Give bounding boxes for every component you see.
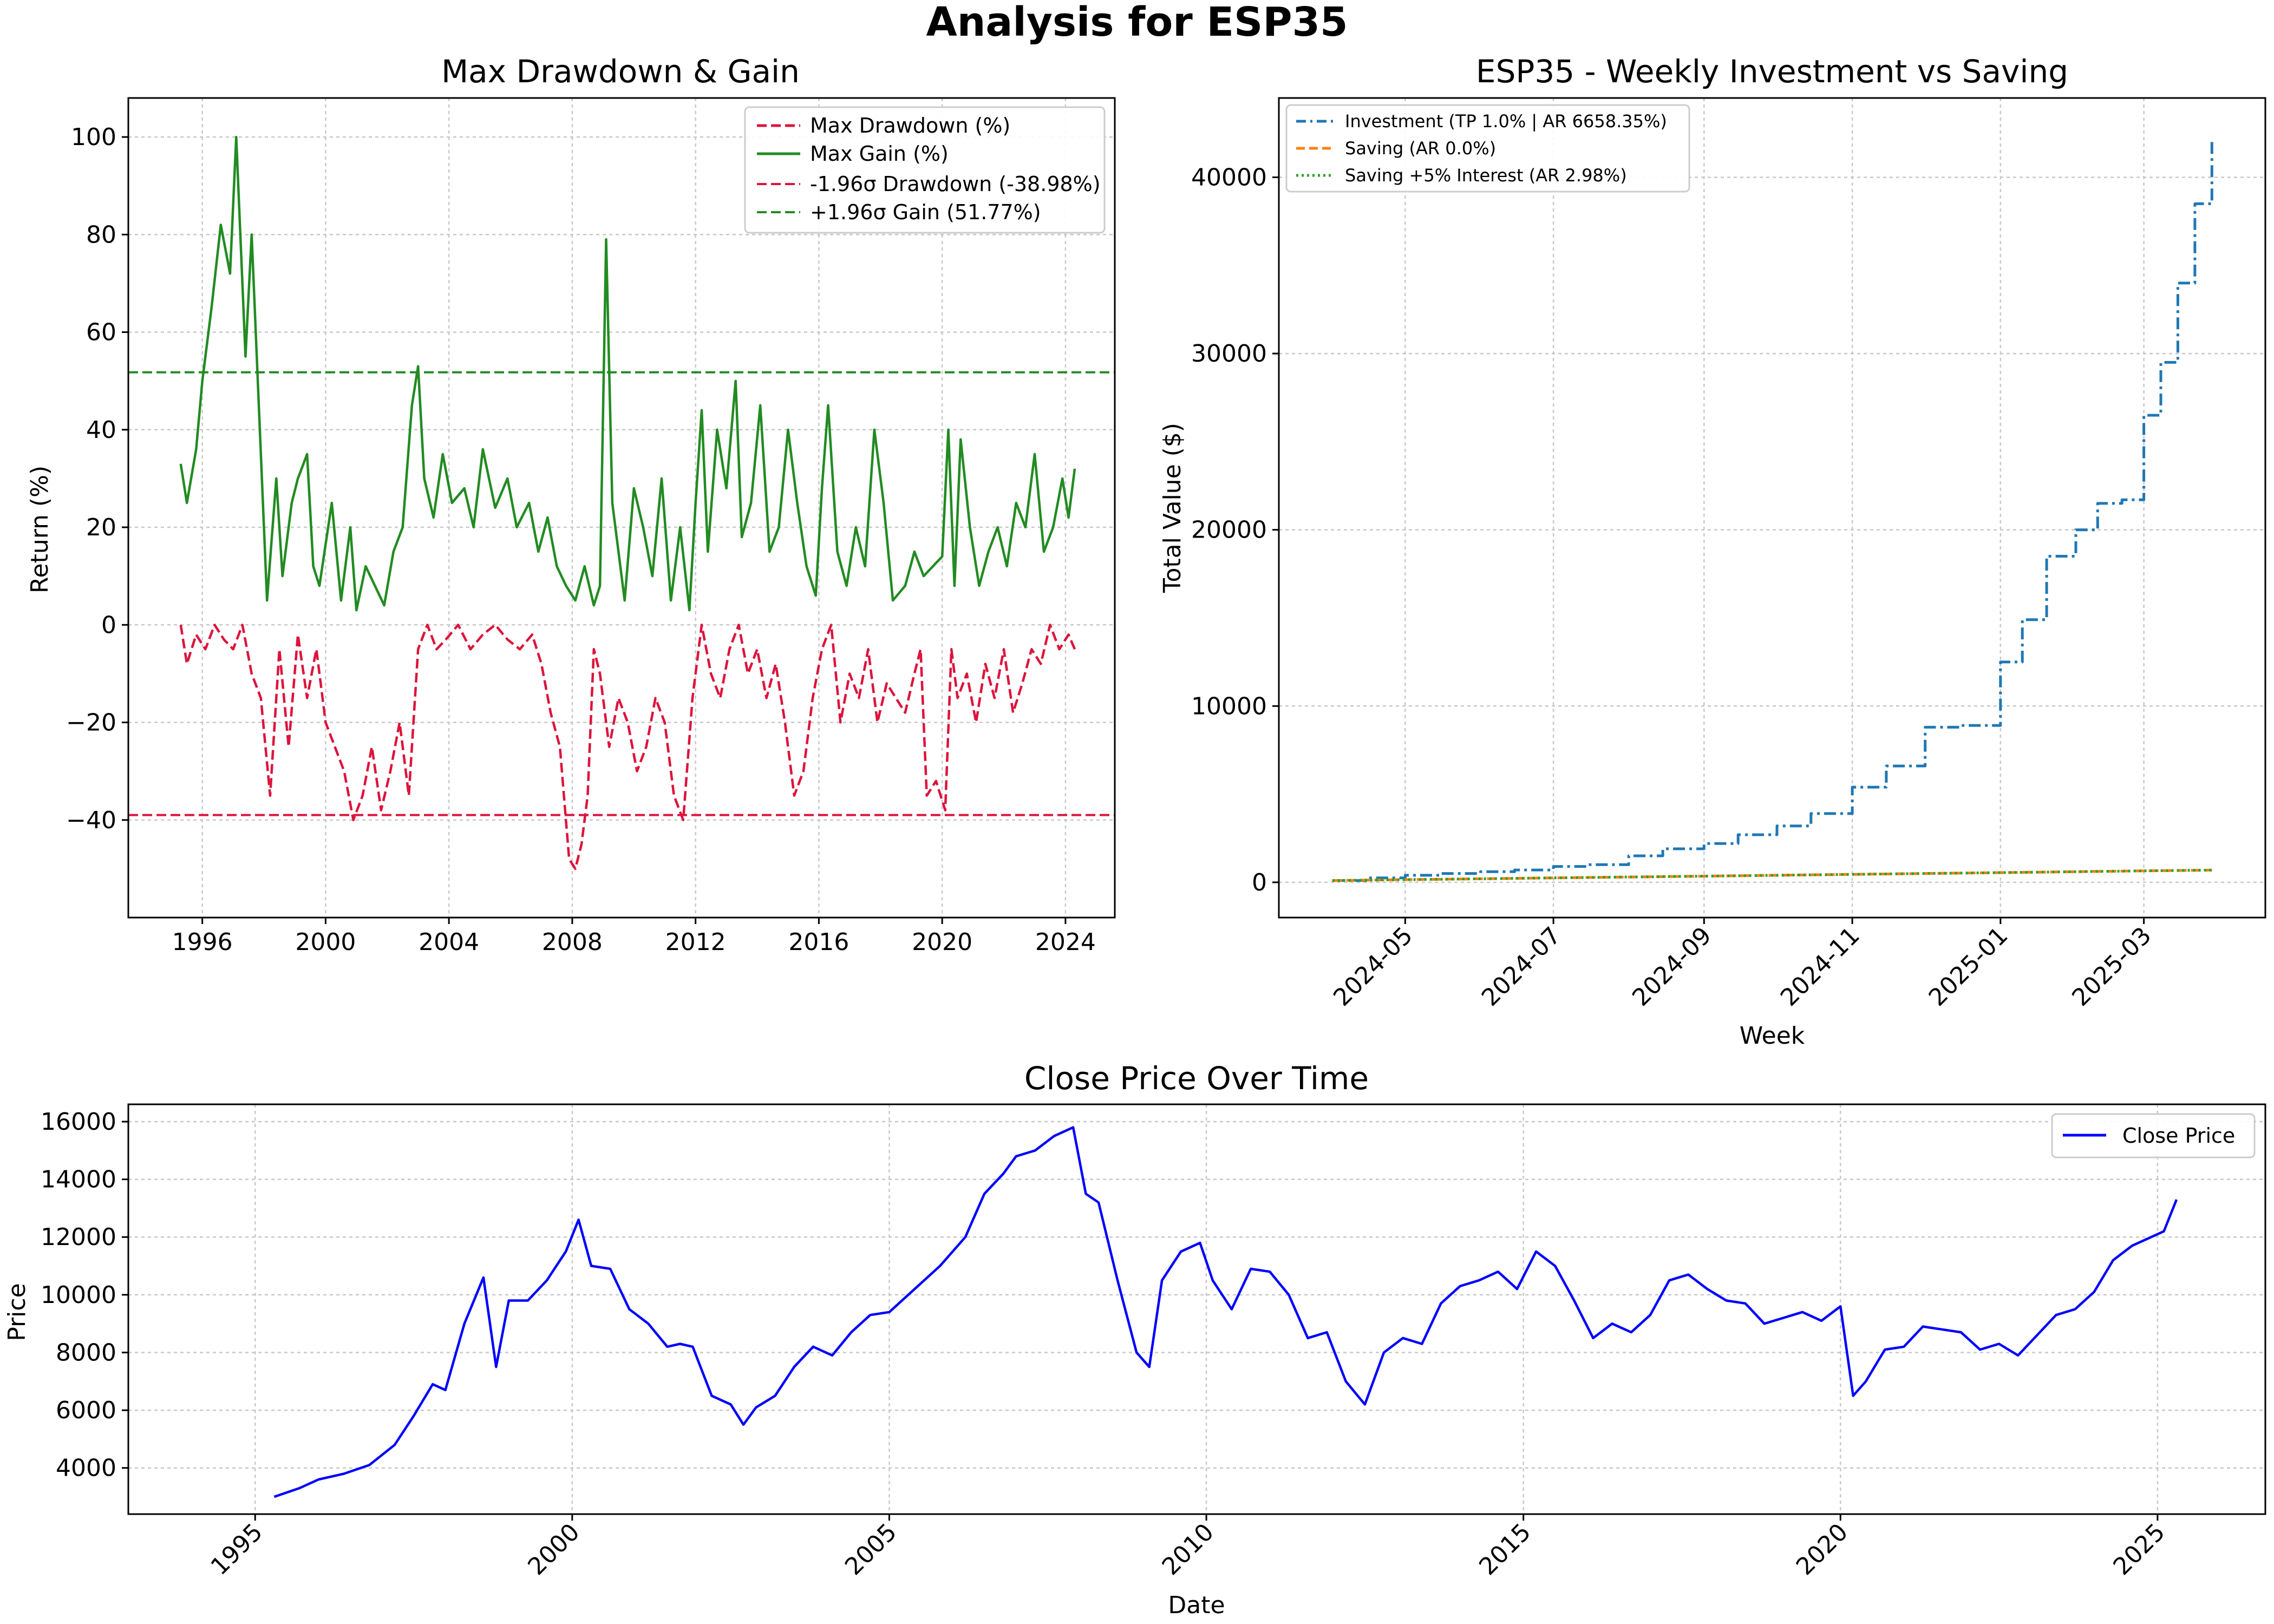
drawdown-gain-ytick-label: 20 <box>86 514 116 541</box>
drawdown-gain-xtick-label: 2024 <box>1035 928 1096 956</box>
drawdown-gain-xtick-label: 2008 <box>542 928 603 956</box>
close-price-ytick-label: 14000 <box>41 1166 116 1194</box>
investment-saving-title: ESP35 - Weekly Investment vs Saving <box>1476 53 2068 90</box>
investment-saving-ticks: 2024-05 2024-07 2024-09 2024-11 2025-01 2025-… <box>1191 164 2157 1012</box>
investment-saving-ytick-label: 40000 <box>1191 164 1267 192</box>
close-price-ylabel: Price <box>3 1283 31 1341</box>
drawdown-gain-ticks: 1996 2000 2004 2008 2012 2016 2020 2024 −40 −20 0 2… <box>66 123 1096 956</box>
close-price-title: Close Price Over Time <box>1024 1060 1369 1097</box>
drawdown-gain-frame <box>127 97 1116 919</box>
investment-saving-plot-area <box>1332 142 2213 882</box>
close-price-xtick-label: 1995 <box>206 1518 268 1581</box>
close-price-ytick-label: 4000 <box>56 1455 116 1482</box>
drawdown-gain-ytick-label: −40 <box>66 807 116 834</box>
max-gain-series-line <box>179 135 1076 612</box>
close-price-ytick-label: 6000 <box>56 1397 116 1424</box>
drawdown-gain-xtick-label: 2000 <box>295 928 356 956</box>
close-price-xlabel: Date <box>1168 1592 1225 1619</box>
investment-saving-chart: ESP35 - Weekly Investment vs Saving Tota… <box>1159 53 2266 1050</box>
legend-item-gain-threshold: +1.96σ Gain (51.77%) <box>810 200 1041 224</box>
drawdown-gain-xtick-label: 2016 <box>788 928 849 956</box>
investment-saving-ytick-label: 20000 <box>1191 516 1267 544</box>
drawdown-gain-legend: Max Drawdown (%) Max Gain (%) -1.96σ Dra… <box>744 106 1106 234</box>
drawdown-gain-ytick-label: 100 <box>71 123 116 151</box>
close-price-grid <box>128 1104 2265 1514</box>
drawdown-gain-ytick-label: 40 <box>86 416 116 444</box>
legend-item-close-price: Close Price <box>2122 1124 2235 1148</box>
close-price-frame <box>127 1103 2266 1515</box>
investment-saving-ylabel: Total Value ($) <box>1159 423 1186 593</box>
investment-saving-grid <box>1279 98 2265 918</box>
close-price-legend-box <box>2051 1113 2256 1158</box>
saving-interest-series-line <box>1332 868 2212 882</box>
legend-item-saving: Saving (AR 0.0%) <box>1345 138 1496 159</box>
close-price-plot-area <box>273 1126 2178 1498</box>
investment-saving-xtick-label: 2024-07 <box>1476 922 1566 1012</box>
close-price-xtick-label: 2015 <box>1474 1518 1536 1581</box>
close-price-xtick-label: 2025 <box>2108 1518 2170 1581</box>
close-price-series-line <box>273 1126 2178 1498</box>
close-price-xtick-label: 2020 <box>1791 1518 1853 1581</box>
close-price-legend: Close Price <box>2051 1113 2256 1158</box>
drawdown-gain-ytick-label: 0 <box>101 611 116 639</box>
max-drawdown-series-line <box>179 624 1076 870</box>
close-price-ytick-label: 16000 <box>41 1108 116 1136</box>
investment-saving-frame <box>1278 97 2266 919</box>
drawdown-gain-xtick-label: 2012 <box>665 928 726 956</box>
close-price-ytick-label: 8000 <box>56 1339 116 1366</box>
investment-saving-legend-box <box>1285 104 1690 193</box>
drawdown-gain-title: Max Drawdown & Gain <box>441 53 800 90</box>
investment-saving-ytick-label: 30000 <box>1191 340 1267 368</box>
investment-saving-ytick-label: 10000 <box>1191 692 1267 720</box>
drawdown-gain-legend-box <box>744 106 1106 234</box>
investment-saving-legend: Investment (TP 1.0% | AR 6658.35%) Savin… <box>1285 104 1690 193</box>
close-price-ytick-label: 10000 <box>41 1281 116 1309</box>
legend-item-drawdown-threshold: -1.96σ Drawdown (-38.98%) <box>810 172 1101 196</box>
investment-saving-xtick-label: 2024-11 <box>1775 922 1865 1012</box>
drawdown-gain-chart: Max Drawdown & Gain Return (%) 1996 2000 2… <box>26 53 1116 956</box>
drawdown-gain-ytick-label: 60 <box>86 319 116 346</box>
investment-saving-xtick-label: 2025-03 <box>2067 922 2157 1012</box>
drawdown-gain-xtick-label: 1996 <box>172 928 233 956</box>
figure-suptitle: Analysis for ESP35 <box>926 0 1348 45</box>
drawdown-gain-ylabel: Return (%) <box>26 466 54 593</box>
drawdown-gain-xtick-label: 2020 <box>912 928 972 956</box>
close-price-ytick-label: 12000 <box>41 1223 116 1251</box>
drawdown-gain-ytick-label: 80 <box>86 221 116 248</box>
close-price-xtick-label: 2005 <box>840 1518 902 1581</box>
legend-item-max-gain: Max Gain (%) <box>810 142 949 166</box>
investment-saving-xlabel: Week <box>1740 1022 1805 1050</box>
legend-item-max-drawdown: Max Drawdown (%) <box>810 114 1010 137</box>
close-price-xtick-label: 2000 <box>522 1518 585 1581</box>
investment-saving-xtick-label: 2025-01 <box>1924 922 2014 1012</box>
legend-item-investment: Investment (TP 1.0% | AR 6658.35%) <box>1345 111 1667 132</box>
drawdown-gain-plot-area <box>128 135 1115 870</box>
investment-saving-xtick-label: 2024-09 <box>1627 922 1717 1012</box>
drawdown-gain-ytick-label: −20 <box>66 709 116 737</box>
investment-series-line <box>1332 142 2213 882</box>
investment-saving-ytick-label: 0 <box>1252 869 1267 896</box>
investment-saving-xtick-label: 2024-05 <box>1328 922 1418 1012</box>
close-price-xtick-label: 2010 <box>1157 1518 1219 1581</box>
drawdown-gain-xtick-label: 2004 <box>419 928 479 956</box>
legend-item-saving-interest: Saving +5% Interest (AR 2.98%) <box>1345 165 1627 186</box>
close-price-chart: Close Price Over Time Price Date 1995 200… <box>3 1060 2266 1619</box>
